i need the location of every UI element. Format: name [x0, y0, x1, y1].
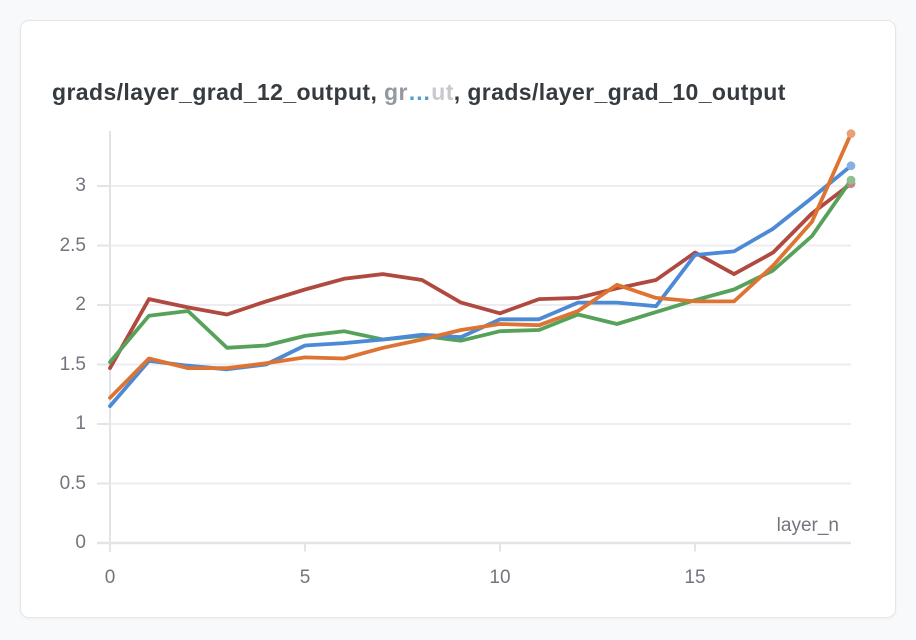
series-endpoint-green: [846, 175, 856, 185]
series-line-red: [108, 181, 853, 371]
x-axis-label: layer_n: [776, 515, 839, 536]
y-axis-tick-label: 3: [75, 175, 86, 196]
x-axis-tick-label: 15: [684, 567, 706, 588]
y-axis-tick-label: 0: [75, 532, 86, 553]
series-endpoint-blue: [846, 161, 856, 171]
chart-title: grads/layer_grad_12_output, gr…ut, grads…: [52, 79, 786, 106]
title-truncated-suffix: ut: [431, 79, 454, 105]
x-axis-tick-label: 0: [104, 567, 116, 588]
y-axis-tick-label: 2: [75, 294, 86, 315]
y-axis-tick-label: 1.5: [59, 353, 86, 375]
title-series-12-output: grads/layer_grad_12_output,: [52, 79, 385, 105]
y-axis-tick-label: 0.5: [59, 472, 86, 494]
series-line-orange: [108, 131, 853, 400]
x-axis-tick-label: 10: [489, 567, 511, 588]
title-truncation-ellipsis: …: [407, 79, 432, 105]
x-axis-tick-label: 5: [299, 567, 311, 588]
y-axis-tick-label: 2.5: [59, 234, 86, 256]
series-line-green: [108, 178, 853, 365]
y-axis-tick-label: 1: [75, 413, 86, 434]
series-endpoint-orange: [846, 129, 856, 139]
chart-panel-card[interactable]: grads/layer_grad_12_output, gr…ut, grads…: [20, 20, 896, 618]
title-truncated-prefix: gr: [384, 79, 408, 105]
title-series-10-output: , grads/layer_grad_10_output: [453, 79, 786, 105]
